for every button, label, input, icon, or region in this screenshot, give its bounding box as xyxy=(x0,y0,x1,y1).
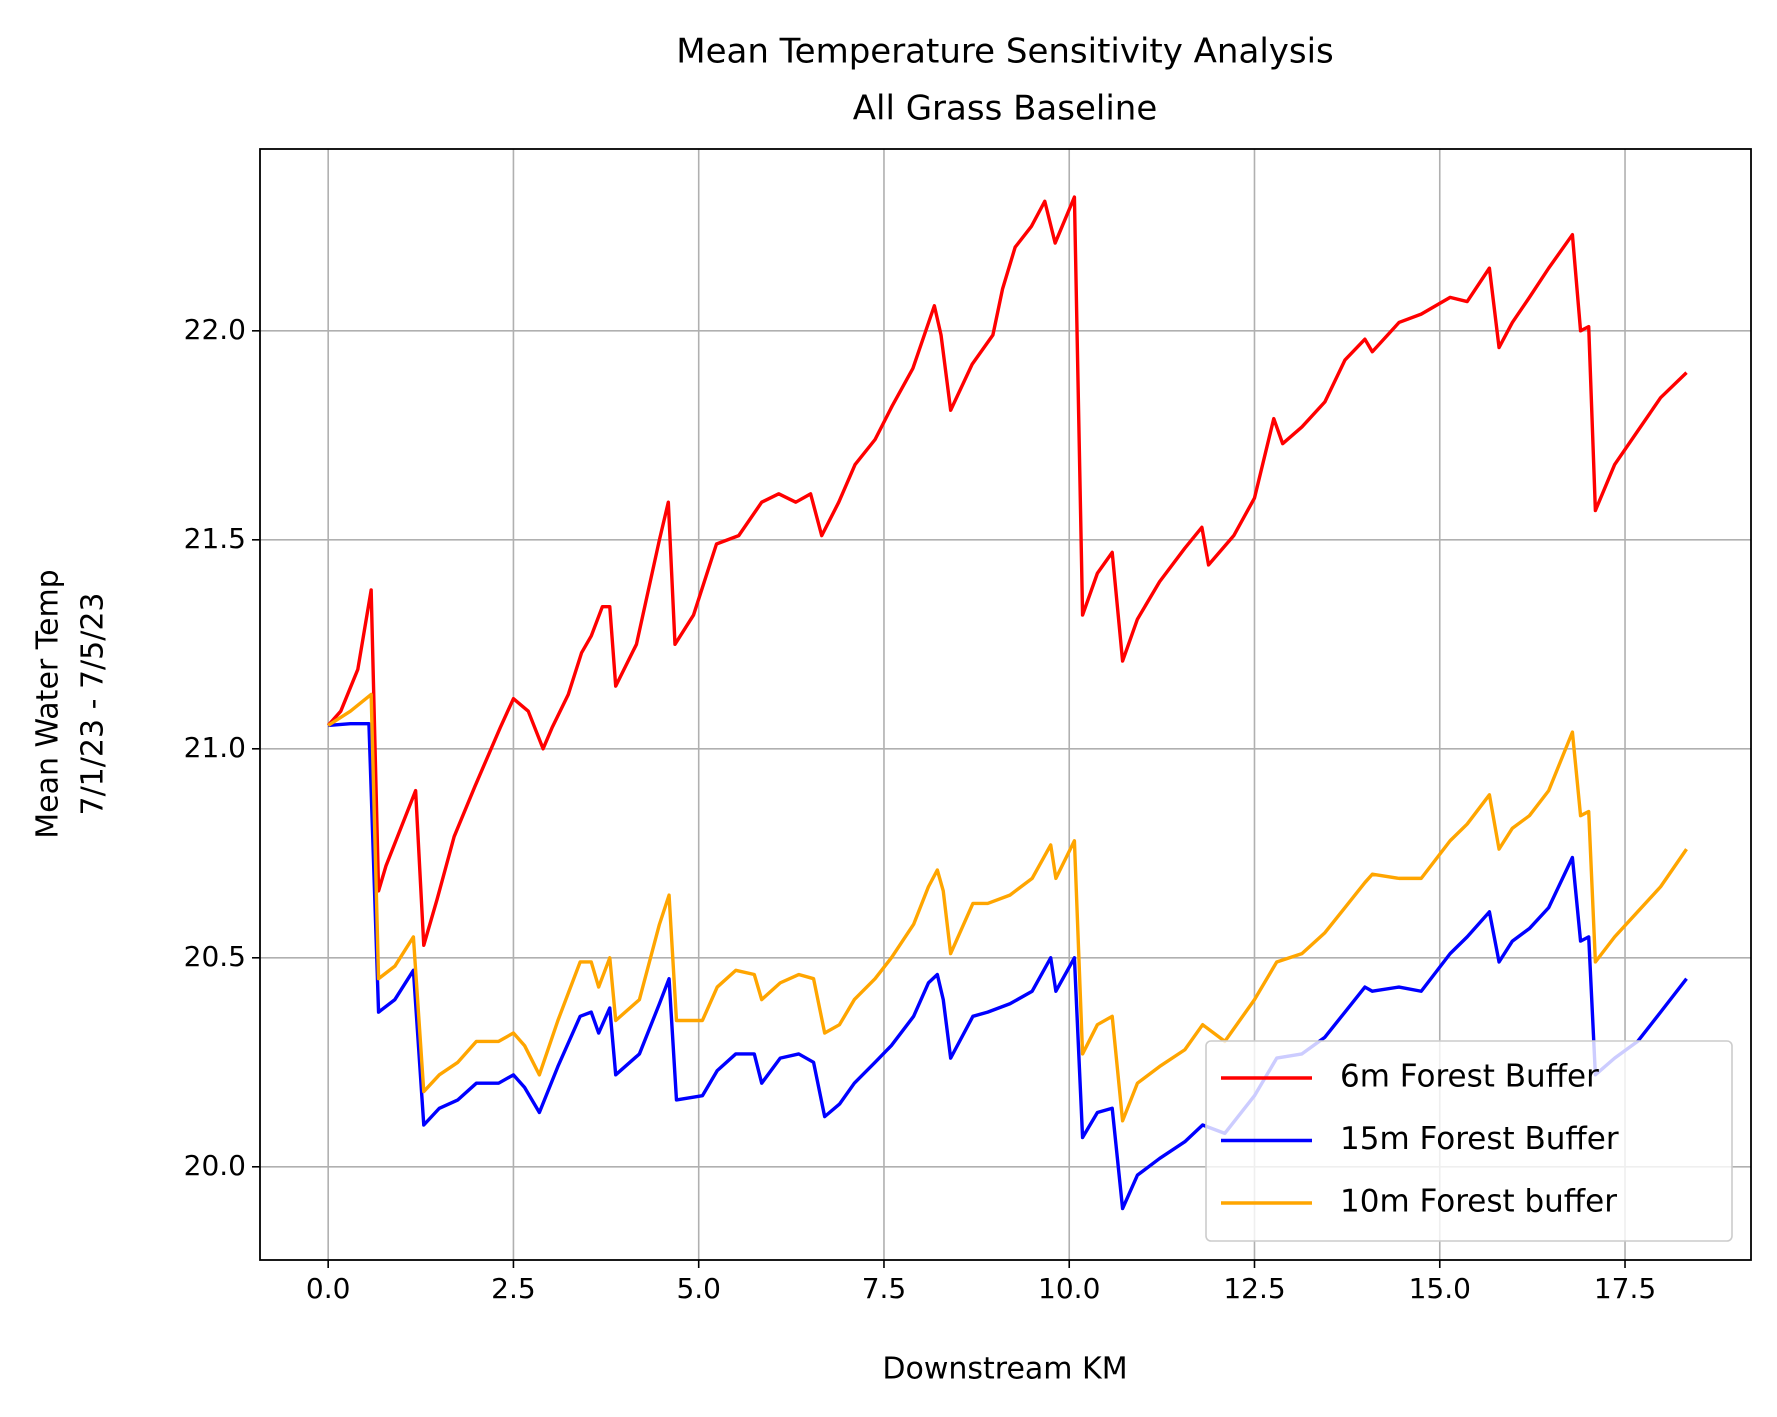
chart-title: All Grass Baseline xyxy=(853,89,1158,129)
x-tick-label: 2.5 xyxy=(491,1272,536,1305)
series-line xyxy=(327,692,1688,1123)
y-tick-label: 20.0 xyxy=(184,1149,246,1182)
y-tick-label: 20.5 xyxy=(184,940,246,973)
series-line xyxy=(328,722,1688,1211)
x-tick-label: 7.5 xyxy=(862,1272,907,1305)
x-tick-label: 5.0 xyxy=(676,1272,721,1305)
y-tick-label: 21.0 xyxy=(184,731,246,764)
y-tick-label: 22.0 xyxy=(184,313,246,346)
legend-box xyxy=(1205,1040,1733,1242)
series-line xyxy=(326,195,1688,947)
x-tick-label: 0.0 xyxy=(306,1272,351,1305)
y-axis-label: Mean Water Temp xyxy=(31,569,66,838)
legend-label: 10m Forest buffer xyxy=(1340,1184,1617,1220)
chart-title: Mean Temperature Sensitivity Analysis xyxy=(676,32,1334,72)
x-tick-label: 15.0 xyxy=(1409,1272,1471,1305)
y-axis-label: 7/1/23 - 7/5/23 xyxy=(76,592,111,815)
legend-label: 6m Forest Buffer xyxy=(1340,1059,1599,1095)
y-tick-label: 21.5 xyxy=(184,522,246,555)
legend-label: 15m Forest Buffer xyxy=(1340,1121,1619,1157)
plot-frame xyxy=(259,148,1752,1261)
x-tick-label: 17.5 xyxy=(1594,1272,1656,1305)
x-axis-label: Downstream KM xyxy=(882,1352,1127,1387)
x-tick-label: 10.0 xyxy=(1038,1272,1100,1305)
x-tick-label: 12.5 xyxy=(1223,1272,1285,1305)
